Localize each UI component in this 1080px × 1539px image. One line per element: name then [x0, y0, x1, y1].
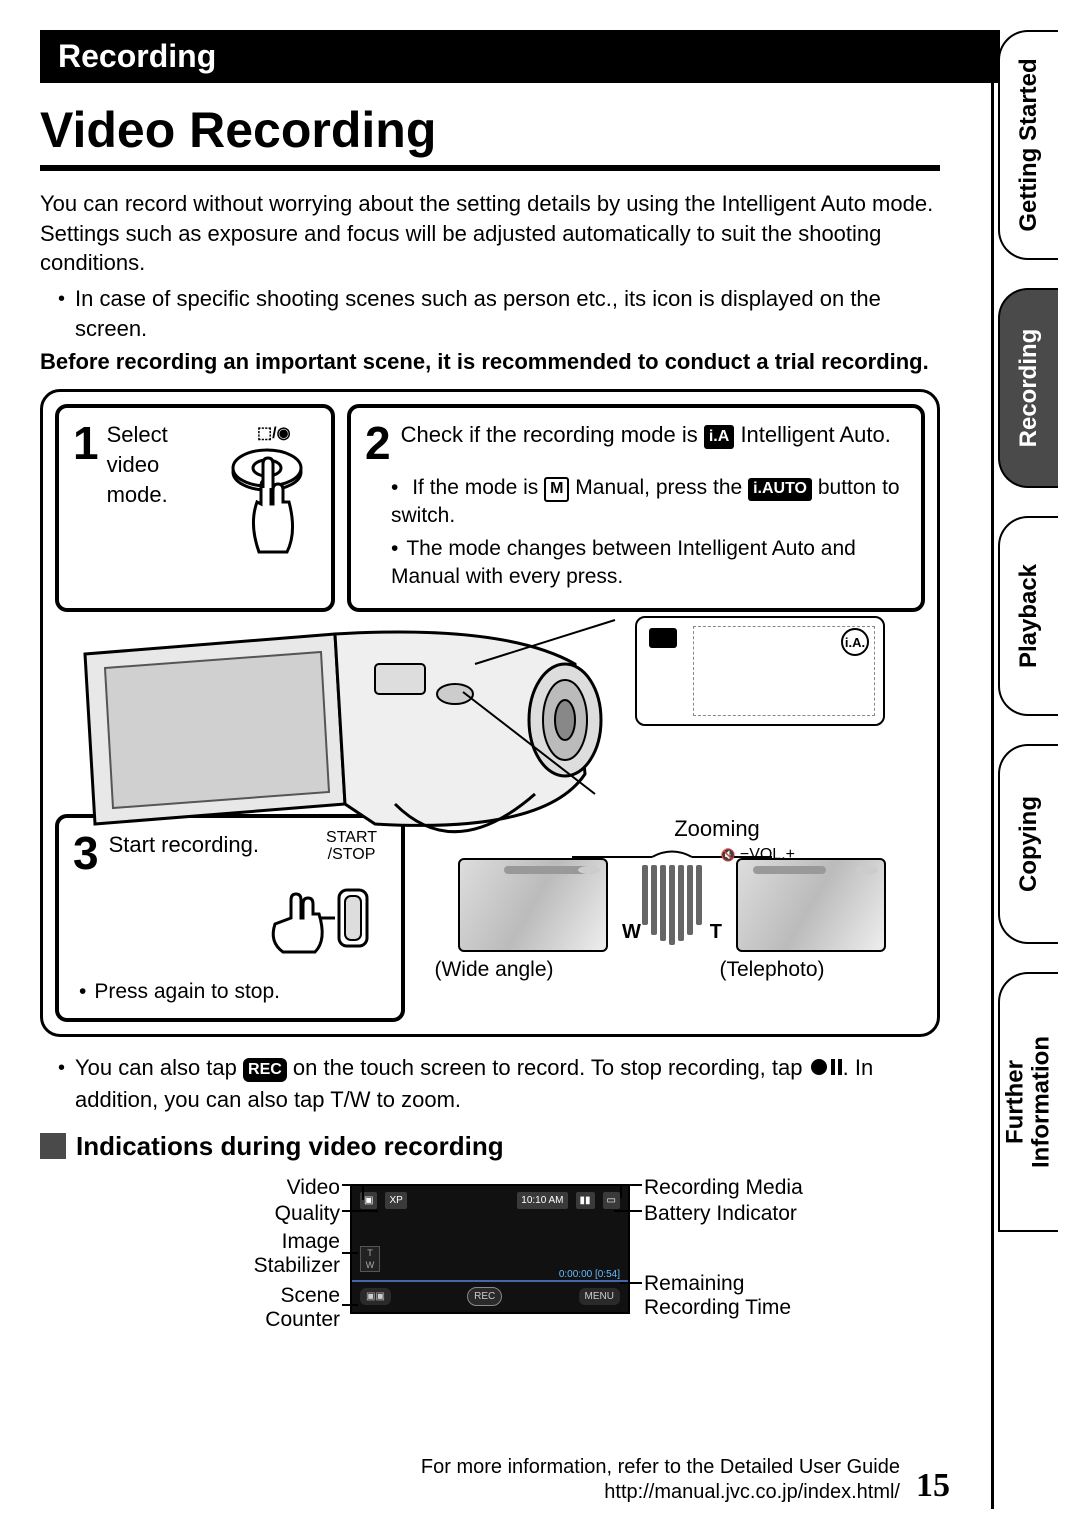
- label-stabilizer-l2: Stabilizer: [254, 1254, 340, 1277]
- page-number: 15: [916, 1467, 950, 1505]
- footer-url: http://manual.jvc.co.jp/index.html/: [604, 1481, 900, 1503]
- zoom-lever-illustration: W T: [622, 858, 722, 952]
- lcd-callout: i.A.: [635, 616, 885, 726]
- bullet-icon: •: [79, 978, 86, 1006]
- osd-scene-chip: ▣▣: [360, 1288, 391, 1306]
- wide-caption: (Wide angle): [419, 956, 569, 984]
- intro-paragraph: You can record without worrying about th…: [40, 189, 940, 278]
- step-1-text: Select video mode.: [107, 422, 168, 506]
- osd-counter: 0:00:00 [0:54]: [559, 1268, 620, 1282]
- step-2-number: 2: [365, 420, 391, 466]
- osd-media-icon: ▭: [603, 1192, 620, 1210]
- ia-indicator: i.A.: [841, 628, 869, 656]
- osd-tw-icon: T W: [360, 1246, 380, 1272]
- step-1-box: 1 Select video mode. ⬚/◉: [55, 404, 335, 612]
- tab-getting-started[interactable]: Getting Started: [998, 30, 1058, 260]
- bullet-icon: •: [58, 284, 65, 314]
- zoom-w-label: W: [622, 919, 641, 946]
- step-2-bullet-1: If the mode is M Manual, press the i.AUT…: [391, 474, 907, 529]
- tab-label: Getting Started: [1015, 58, 1043, 231]
- tele-caption: (Telephoto): [697, 956, 847, 984]
- tab-label: Playback: [1015, 564, 1043, 668]
- step-2-text-pre: Check if the recording mode is: [401, 422, 698, 447]
- camera-icon: [649, 628, 677, 648]
- osd-screen: ▣ XP 10:10 AM ▮▮ ▭ T W 0:00:00 [0:54] ▣▣…: [350, 1184, 630, 1314]
- zoom-title: Zooming: [674, 816, 760, 841]
- steps-container: 1 Select video mode. ⬚/◉: [40, 389, 940, 1037]
- label-remaining-l1: Remaining: [644, 1272, 744, 1295]
- osd-rec-chip: REC: [467, 1287, 502, 1307]
- touch-record-note: You can also tap REC on the touch screen…: [75, 1053, 940, 1114]
- label-video: Video: [250, 1174, 340, 1202]
- iauto-badge-icon: i.AUTO: [748, 478, 812, 501]
- wide-angle-thumb: [458, 858, 608, 952]
- tab-further-information[interactable]: Further Information: [998, 972, 1058, 1232]
- telephoto-thumb: [736, 858, 886, 952]
- step-3-note: Press again to stop.: [94, 978, 280, 1006]
- label-stabilizer-l1: Image: [282, 1230, 340, 1253]
- label-scene-l2: Counter: [265, 1308, 340, 1331]
- tab-label: Copying: [1015, 796, 1043, 892]
- intro-bullet: In case of specific shooting scenes such…: [75, 284, 940, 343]
- mode-dial-illustration: ⬚/◉: [227, 424, 317, 596]
- page-footer: For more information, refer to the Detai…: [0, 1455, 960, 1505]
- tab-copying[interactable]: Copying: [998, 744, 1058, 944]
- zoom-t-label: T: [710, 919, 722, 946]
- step-2-bullet-2: The mode changes between Intelligent Aut…: [391, 535, 907, 590]
- label-battery: Battery Indicator: [644, 1200, 797, 1228]
- label-media: Recording Media: [644, 1174, 803, 1202]
- section-marker-icon: [40, 1133, 66, 1159]
- tab-playback[interactable]: Playback: [998, 516, 1058, 716]
- page-title: Video Recording: [40, 101, 940, 171]
- label-scene-l1: Scene: [280, 1284, 340, 1307]
- stop-pause-icon: [809, 1055, 843, 1085]
- label-remaining-l2: Recording Time: [644, 1296, 791, 1319]
- bullet-icon: •: [58, 1053, 65, 1114]
- footer-line-1: For more information, refer to the Detai…: [421, 1456, 900, 1478]
- step-1-number: 1: [73, 420, 99, 509]
- tab-label: Recording: [1015, 329, 1043, 448]
- section-header: Recording: [40, 30, 1000, 83]
- indications-diagram: ▣ XP 10:10 AM ▮▮ ▭ T W 0:00:00 [0:54] ▣▣…: [120, 1174, 860, 1344]
- osd-time: 10:10 AM: [517, 1192, 567, 1210]
- step-2-text-post: Intelligent Auto.: [740, 422, 890, 447]
- m-badge-icon: M: [544, 477, 569, 502]
- record-button-illustration: [73, 884, 387, 954]
- tab-recording[interactable]: Recording: [998, 288, 1058, 488]
- rec-badge-icon: REC: [243, 1058, 287, 1082]
- osd-menu-chip: MENU: [579, 1288, 620, 1306]
- step-2-box: 2 Check if the recording mode is i.A Int…: [347, 404, 925, 612]
- trial-recording-note: Before recording an important scene, it …: [40, 347, 940, 377]
- ia-badge-icon: i.A: [704, 425, 734, 449]
- tab-label: Further Information: [1003, 1036, 1056, 1168]
- svg-text:⬚/◉: ⬚/◉: [257, 425, 291, 442]
- indications-heading: Indications during video recording: [76, 1129, 504, 1164]
- label-quality: Quality: [238, 1200, 340, 1228]
- section-header-text: Recording: [58, 38, 216, 74]
- osd-quality-chip: XP: [385, 1192, 406, 1210]
- osd-battery-icon: ▮▮: [576, 1192, 595, 1210]
